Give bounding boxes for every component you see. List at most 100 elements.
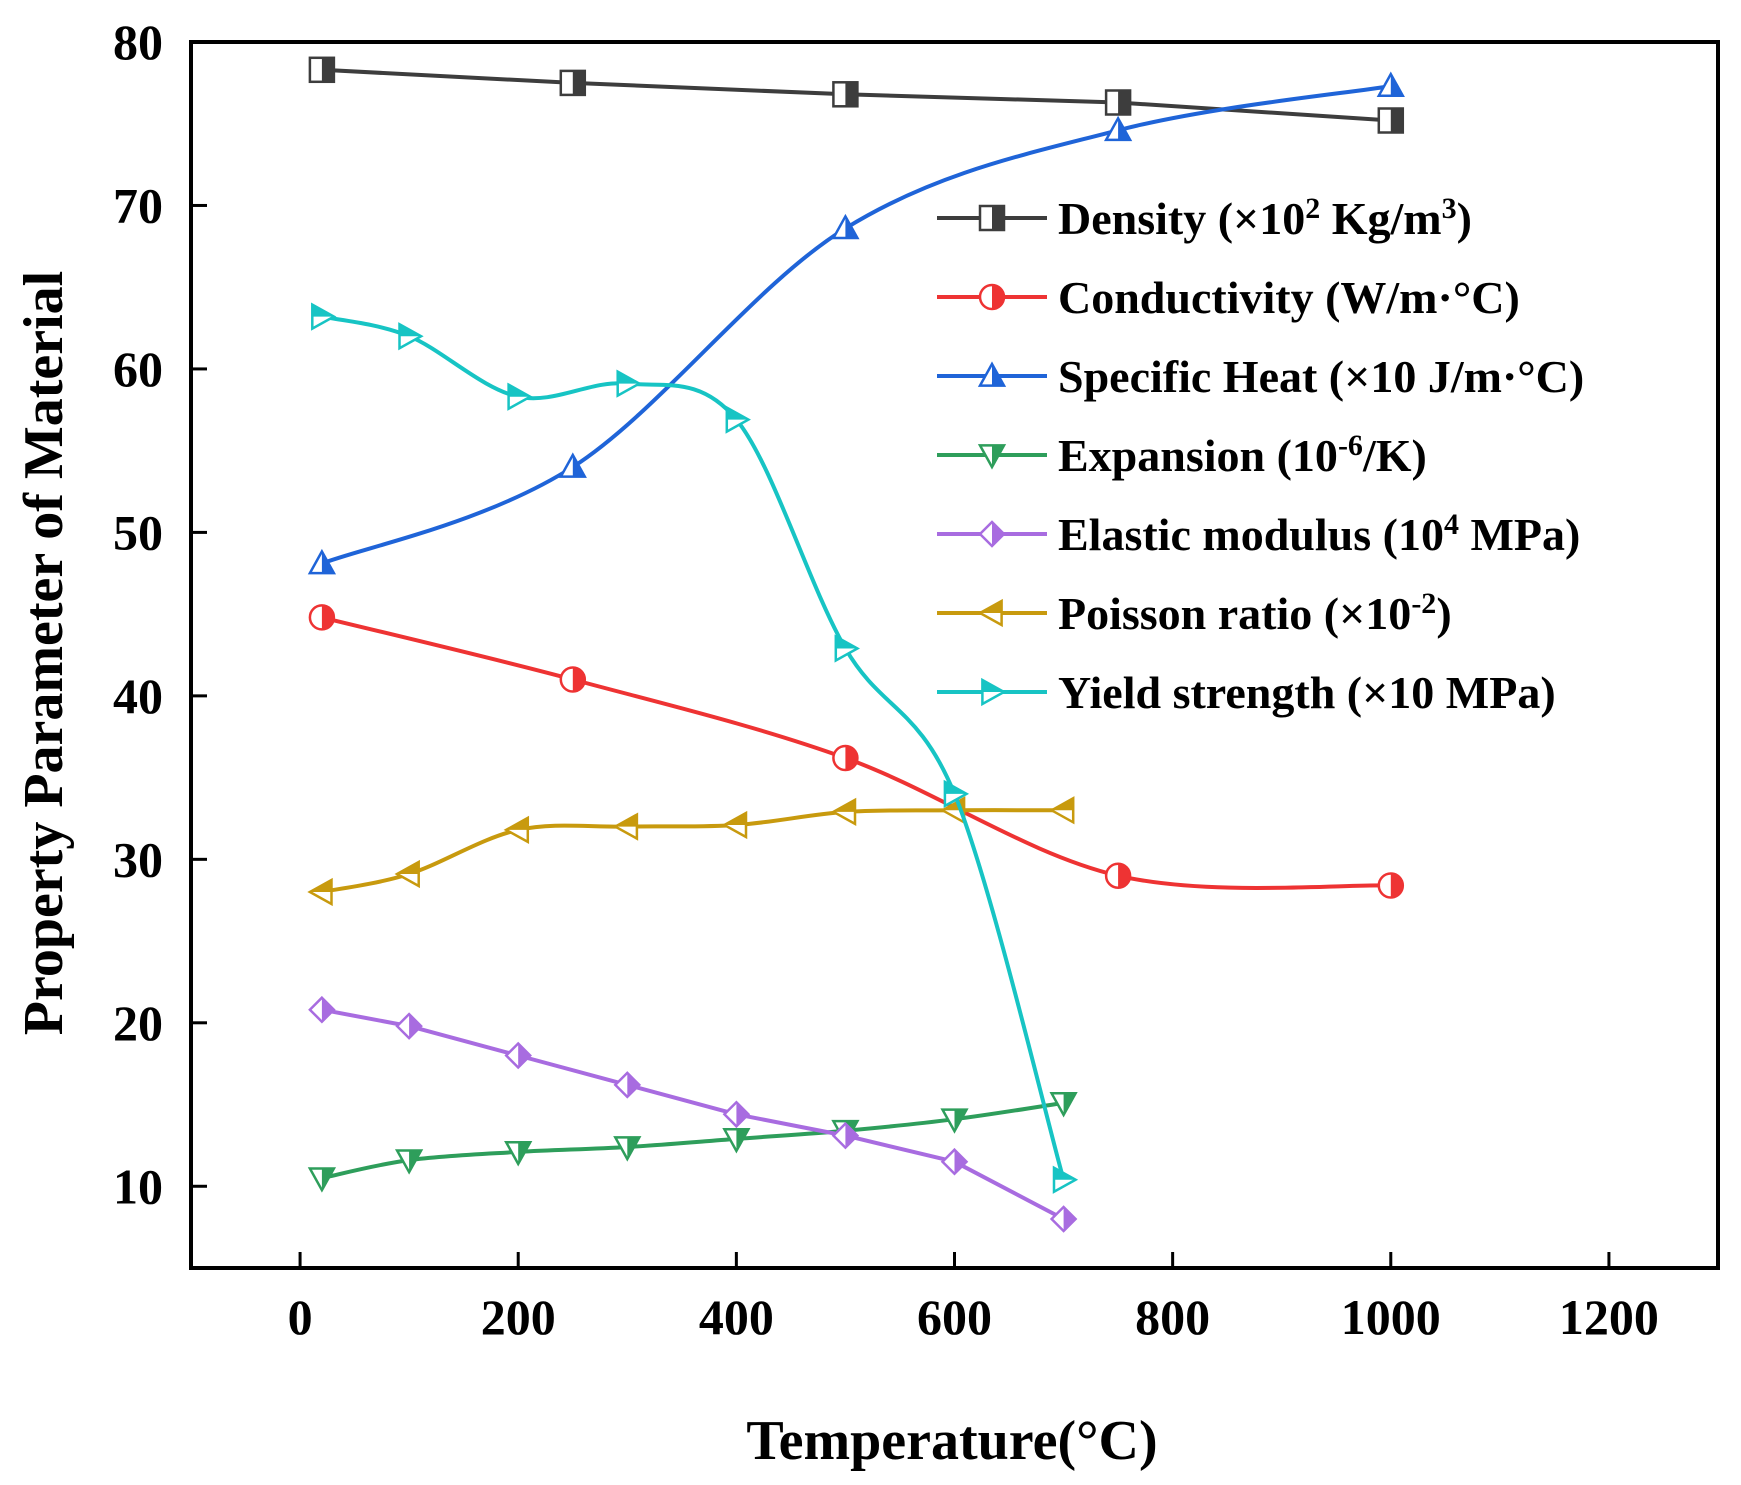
- legend-entry-yield-strength: Yield strength (×10 MPa): [937, 667, 1556, 718]
- density-point-500: [832, 81, 859, 108]
- elastic-modulus-point-200: [504, 1041, 532, 1070]
- expansion-point-400: [722, 1128, 751, 1154]
- legend-text-label_end: ): [1457, 193, 1472, 244]
- poisson-ratio-point-200: [503, 815, 530, 845]
- elastic-modulus-line: [321, 1007, 1065, 1221]
- x-tick-label: 0: [288, 1289, 313, 1345]
- legend-circle-marker: [978, 283, 1006, 311]
- series-expansion: [307, 1092, 1078, 1193]
- elastic-modulus-point-300: [613, 1071, 642, 1099]
- yield-strength-point-300: [616, 369, 642, 398]
- legend-entry-expansion: Expansion (10-6/K): [937, 429, 1427, 481]
- legend-triangle-left-marker: [977, 598, 1003, 628]
- density-point-250: [559, 69, 587, 97]
- x-tick-label: 400: [699, 1289, 774, 1345]
- y-tick-label: 10: [113, 1158, 163, 1214]
- density-point-20: [308, 56, 336, 84]
- legend-text-sup1: 2: [1305, 192, 1320, 225]
- y-tick-label: 70: [113, 177, 163, 233]
- legend-triangle-up-marker: [977, 361, 1007, 387]
- legend-text-label_main: Poisson ratio (×10: [1058, 588, 1411, 639]
- yield-strength-point-200: [507, 382, 533, 411]
- expansion-point-300: [613, 1136, 642, 1162]
- expansion-point-100: [394, 1149, 424, 1175]
- series-conductivity: [308, 604, 1405, 899]
- expansion-point-20: [307, 1167, 337, 1193]
- conductivity-point-750: [1104, 862, 1132, 889]
- legend-label-poisson-ratio: Poisson ratio (×10-2): [1058, 587, 1452, 640]
- conductivity-point-20: [308, 604, 336, 631]
- legend-label-specific-heat: Specific Heat (×10 J/m·°C): [1058, 351, 1584, 402]
- legend-text-label_main: Expansion (10: [1058, 430, 1338, 481]
- elastic-modulus-point-100: [395, 1012, 423, 1040]
- legend-text-label_main: Conductivity (W/m·°C): [1058, 272, 1520, 323]
- specific-heat-point-250: [558, 452, 587, 478]
- legend-triangle-down-marker: [977, 444, 1007, 470]
- poisson-ratio-point-20: [307, 877, 333, 907]
- legend-entry-elastic-modulus: Elastic modulus (104 MPa): [937, 508, 1580, 561]
- legend-triangle-right-marker: [981, 677, 1007, 707]
- expansion-point-200: [504, 1141, 533, 1167]
- legend-text-sup1: -6: [1338, 429, 1363, 462]
- legend-entry-poisson-ratio: Poisson ratio (×10-2): [937, 587, 1452, 640]
- yield-strength-point-20: [311, 302, 337, 331]
- density-point-1000: [1377, 107, 1405, 134]
- expansion-point-600: [940, 1108, 969, 1134]
- series-density: [308, 56, 1405, 134]
- yield-strength-point-400: [725, 405, 751, 434]
- axes-layer: 0 200 400 600 800 1000 1200 10 20 30 40 50 60 70 80: [113, 14, 1720, 1345]
- legend-text-label_end: /K): [1362, 430, 1427, 481]
- legend-entry-specific-heat: Specific Heat (×10 J/m·°C): [937, 351, 1584, 402]
- series-yield-strength: [311, 302, 1079, 1194]
- legend-label-density: Density (×102 Kg/m3): [1058, 192, 1472, 245]
- series-layer: [307, 56, 1405, 1233]
- conductivity-point-500: [832, 744, 859, 772]
- legend: Density (×102 Kg/m3) Conductivity (W/m·°C…: [937, 192, 1584, 718]
- legend-text-label_mid: Kg/m: [1320, 193, 1441, 244]
- yield-strength-line: [321, 314, 1066, 1181]
- legend-text-label_end: MPa): [1459, 509, 1580, 560]
- legend-text-label_main: Density (×10: [1058, 193, 1305, 244]
- poisson-ratio-point-500: [830, 797, 857, 827]
- conductivity-point-250: [559, 666, 587, 693]
- elastic-modulus-point-700: [1049, 1205, 1078, 1233]
- legend-text-sup1: 4: [1444, 508, 1459, 541]
- y-tick-label: 20: [113, 995, 163, 1051]
- legend-label-conductivity: Conductivity (W/m·°C): [1058, 272, 1520, 323]
- specific-heat-point-750: [1103, 115, 1133, 142]
- poisson-ratio-point-300: [612, 812, 639, 841]
- legend-text-label_end: ): [1436, 588, 1451, 639]
- specific-heat-point-1000: [1376, 71, 1405, 97]
- expansion-line: [321, 1100, 1064, 1181]
- density-point-750: [1104, 89, 1132, 116]
- legend-text-sup1: -2: [1411, 587, 1436, 620]
- x-tick-label: 800: [1135, 1289, 1210, 1345]
- legend-text-label_main: Elastic modulus (10: [1058, 509, 1444, 560]
- yield-strength-point-100: [398, 322, 424, 351]
- x-tick-label: 1200: [1559, 1289, 1659, 1345]
- yield-strength-point-700: [1052, 1165, 1079, 1194]
- y-axis-title: Property Parameter of Material: [13, 271, 75, 1035]
- x-tick-label: 600: [917, 1289, 992, 1345]
- legend-text-sup2: 3: [1442, 192, 1457, 225]
- y-tick-label: 80: [113, 14, 163, 70]
- legend-text-label_main: Specific Heat (×10 J/m·°C): [1058, 351, 1584, 402]
- specific-heat-point-500: [831, 213, 860, 240]
- y-tick-label: 30: [113, 831, 163, 887]
- elastic-modulus-point-400: [722, 1100, 751, 1129]
- elastic-modulus-point-500: [831, 1121, 860, 1150]
- poisson-ratio-point-700: [1049, 796, 1075, 825]
- y-tick-label: 40: [113, 668, 163, 724]
- legend-square-marker: [978, 204, 1006, 232]
- x-axis-title: Temperature(°C): [746, 1410, 1157, 1472]
- legend-text-label_main: Yield strength (×10 MPa): [1058, 667, 1556, 718]
- poisson-ratio-point-100: [394, 859, 420, 889]
- legend-label-yield-strength: Yield strength (×10 MPa): [1058, 667, 1556, 718]
- poisson-ratio-point-400: [721, 810, 748, 840]
- legend-label-elastic-modulus: Elastic modulus (104 MPa): [1058, 508, 1580, 561]
- x-tick-label: 1000: [1341, 1289, 1441, 1345]
- x-tick-label: 200: [481, 1289, 556, 1345]
- elastic-modulus-point-20: [308, 995, 336, 1024]
